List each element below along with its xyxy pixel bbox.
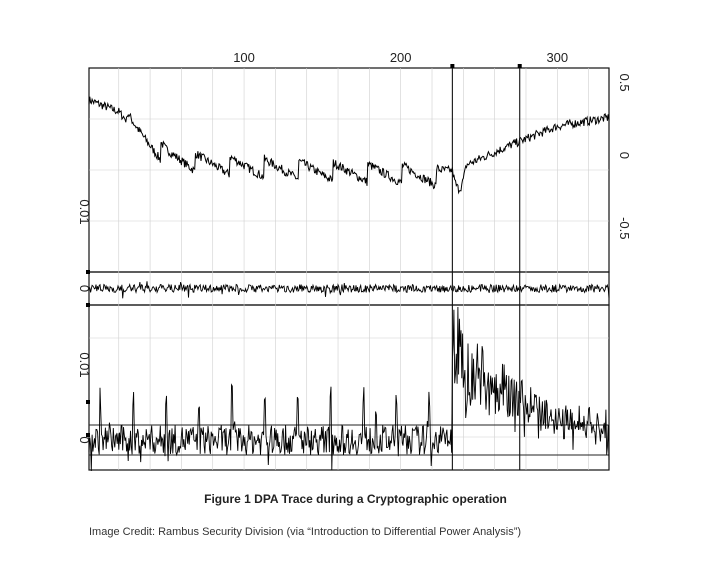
difference-trace-small — [88, 281, 610, 299]
difference-trace-large — [88, 306, 610, 472]
image-credit: Image Credit: Rambus Security Division (… — [89, 526, 522, 538]
right-tick-label: 0.5 — [617, 74, 632, 92]
marker-lines — [86, 64, 522, 470]
tick-labels: 100 200 300 0.5 0 -0.5 0.01 0 0.01 0 — [77, 50, 632, 444]
x-tick-label: 300 — [546, 50, 568, 65]
traces — [88, 96, 610, 472]
left-tick-label: 0 — [77, 436, 92, 443]
edge-tick — [86, 400, 90, 404]
edge-tick — [86, 270, 90, 274]
left-tick-label: 0.01 — [77, 199, 92, 224]
power-trace-line — [88, 96, 610, 195]
left-tick-label: 0.01 — [77, 352, 92, 377]
right-tick-label: -0.5 — [617, 217, 632, 239]
x-tick-label: 200 — [390, 50, 412, 65]
edge-tick — [86, 433, 90, 437]
figure-caption: Figure 1 DPA Trace during a Cryptographi… — [204, 492, 507, 506]
right-tick-label: 0 — [617, 152, 632, 159]
marker-handle — [450, 64, 455, 68]
marker-handle — [517, 64, 522, 68]
left-tick-label: 0 — [77, 285, 92, 292]
edge-tick — [86, 303, 90, 307]
grid-lines — [89, 68, 609, 470]
panel-bottom-frame — [88, 304, 610, 471]
x-tick-label: 100 — [233, 50, 255, 65]
